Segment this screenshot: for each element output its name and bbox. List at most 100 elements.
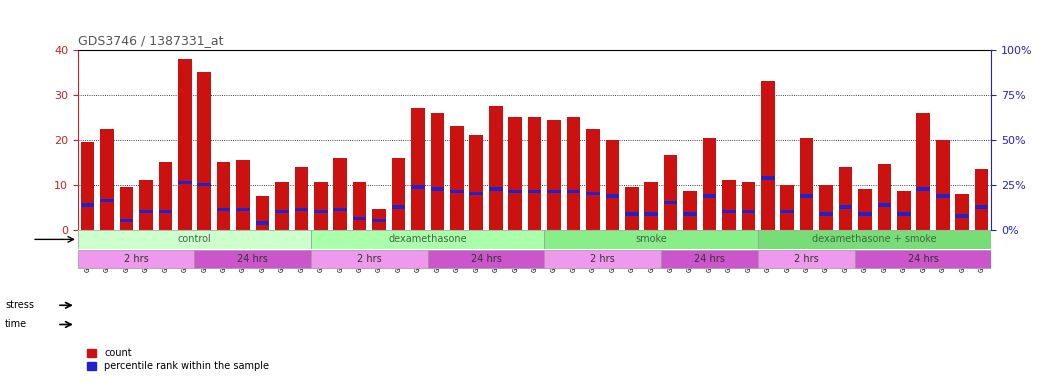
Bar (411, 108, 425, 230)
Bar (819, 185, 832, 230)
Bar (159, 162, 172, 230)
Bar (313, 182, 328, 230)
Bar (101, 129, 114, 230)
Text: 2 hrs: 2 hrs (794, 254, 819, 264)
Bar (275, 182, 289, 230)
Bar (197, 72, 211, 230)
Bar (81, 203, 94, 207)
Bar (217, 208, 230, 211)
Bar (311, 250, 428, 268)
Bar (489, 187, 502, 191)
Bar (509, 117, 522, 230)
Bar (936, 194, 950, 198)
Bar (975, 169, 988, 230)
Bar (839, 205, 852, 209)
Bar (391, 158, 405, 230)
Bar (955, 194, 968, 230)
Bar (431, 187, 444, 191)
Bar (800, 137, 814, 230)
Bar (758, 230, 991, 249)
Bar (119, 219, 133, 222)
Text: dexamethasone: dexamethasone (388, 234, 467, 244)
Bar (139, 210, 153, 214)
Bar (101, 199, 114, 202)
Bar (703, 137, 716, 230)
Bar (469, 135, 483, 230)
Bar (661, 250, 758, 268)
Bar (625, 187, 638, 230)
Bar (373, 219, 386, 222)
Bar (683, 212, 696, 216)
Bar (177, 59, 192, 230)
Bar (917, 187, 930, 191)
Bar (975, 205, 988, 209)
Bar (353, 217, 366, 220)
Bar (567, 190, 580, 193)
Bar (586, 129, 600, 230)
Bar (800, 194, 814, 198)
Text: smoke: smoke (635, 234, 667, 244)
Text: 24 hrs: 24 hrs (238, 254, 268, 264)
Bar (703, 194, 716, 198)
Bar (819, 212, 832, 216)
Bar (858, 189, 872, 230)
Bar (159, 210, 172, 214)
Bar (955, 214, 968, 218)
Text: control: control (177, 234, 212, 244)
Bar (664, 201, 678, 204)
Bar (411, 185, 425, 189)
Bar (897, 212, 910, 216)
Bar (255, 196, 269, 230)
Bar (275, 210, 289, 214)
Text: 24 hrs: 24 hrs (470, 254, 501, 264)
Bar (489, 106, 502, 230)
Bar (547, 119, 561, 230)
Bar (450, 190, 464, 193)
Bar (625, 212, 638, 216)
Bar (839, 167, 852, 230)
Bar (567, 117, 580, 230)
Text: GDS3746 / 1387331_at: GDS3746 / 1387331_at (78, 34, 223, 47)
Bar (741, 210, 756, 214)
Bar (761, 176, 774, 180)
Bar (741, 182, 756, 230)
Bar (664, 156, 678, 230)
Bar (431, 113, 444, 230)
Bar (527, 117, 542, 230)
Bar (295, 208, 308, 211)
Bar (527, 190, 542, 193)
Bar (544, 230, 758, 249)
Bar (645, 212, 658, 216)
Bar (139, 180, 153, 230)
Text: dexamethasone + smoke: dexamethasone + smoke (813, 234, 937, 244)
Bar (605, 194, 619, 198)
Bar (897, 191, 910, 230)
Bar (194, 250, 311, 268)
Bar (333, 158, 347, 230)
Text: 2 hrs: 2 hrs (357, 254, 382, 264)
Text: 2 hrs: 2 hrs (124, 254, 148, 264)
Bar (936, 140, 950, 230)
Bar (683, 191, 696, 230)
Legend: count, percentile rank within the sample: count, percentile rank within the sample (83, 344, 273, 375)
Bar (605, 140, 619, 230)
Bar (917, 113, 930, 230)
Text: 24 hrs: 24 hrs (694, 254, 725, 264)
Bar (391, 205, 405, 209)
Bar (722, 180, 736, 230)
Bar (469, 192, 483, 195)
Bar (858, 212, 872, 216)
Bar (295, 167, 308, 230)
Bar (544, 250, 661, 268)
Bar (722, 210, 736, 214)
Bar (547, 190, 561, 193)
Bar (78, 250, 194, 268)
Bar (255, 221, 269, 225)
Bar (761, 81, 774, 230)
Text: 24 hrs: 24 hrs (908, 254, 938, 264)
Bar (645, 182, 658, 230)
Bar (237, 160, 250, 230)
Bar (758, 250, 855, 268)
Bar (877, 164, 892, 230)
Bar (217, 162, 230, 230)
